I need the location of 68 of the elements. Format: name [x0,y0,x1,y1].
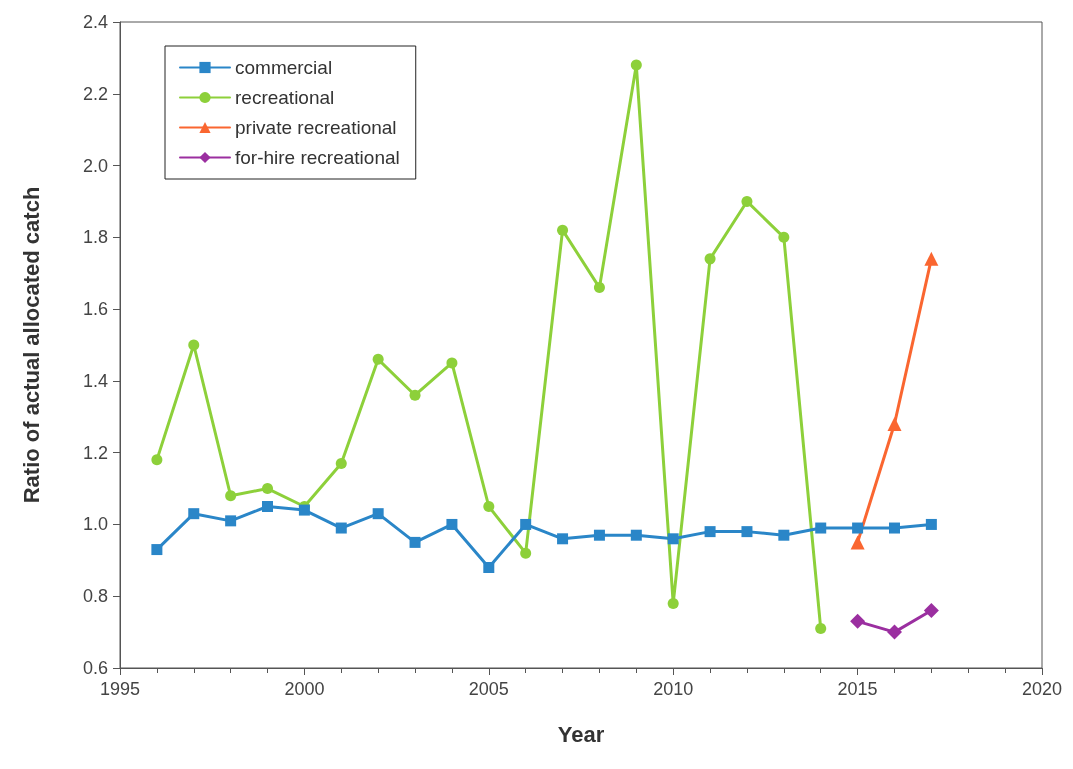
y-tick-label: 1.2 [82,442,108,463]
y-tick-label: 2.0 [82,155,108,176]
x-tick-label: 2005 [468,679,509,699]
point [151,544,163,556]
point [188,508,200,520]
point [262,483,274,495]
point [225,515,237,527]
y-tick-label: 2.4 [82,12,108,32]
point [446,357,458,369]
legend-label: private recreational [235,117,397,138]
point [409,389,421,401]
point [778,231,790,243]
x-axis-title: Year [557,721,605,747]
point [409,536,421,548]
point [298,504,310,516]
legend-label: commercial [235,57,333,78]
point [483,562,495,574]
point [372,508,384,520]
y-tick-label: 1.0 [82,514,108,535]
point [225,490,237,502]
point [924,251,939,266]
point [262,501,274,512]
x-tick-label: 2020 [1021,679,1063,699]
point [741,195,753,207]
point [850,613,866,629]
legend-label: for-hire recreational [235,147,400,168]
point [520,547,532,559]
point [815,623,827,635]
point [850,535,865,550]
point [335,457,347,469]
y-tick-label: 1.8 [82,227,108,248]
point [923,603,939,619]
point [704,253,716,265]
y-tick-label: 0.8 [82,586,108,607]
point [886,624,902,640]
point [630,59,642,71]
point [667,597,679,609]
point [888,522,900,534]
y-tick-label: 1.4 [82,370,108,391]
y-tick-label: 0.6 [82,658,108,678]
point [520,518,532,530]
x-tick-label: 2010 [653,679,694,699]
point [593,529,605,541]
point [483,501,495,512]
point [335,522,347,534]
point [372,353,384,365]
legend-label: recreational [235,87,335,108]
y-tick-label: 1.6 [82,299,108,320]
y-axis-title: Ratio of actual allocated catch [18,186,44,504]
point [630,529,642,541]
point [557,533,569,545]
point [741,526,753,538]
point [778,529,790,541]
x-tick-label: 1995 [99,679,141,699]
point [151,454,163,466]
x-tick-label: 2000 [284,679,325,699]
point [887,416,902,431]
point [815,522,827,534]
point [557,224,569,236]
point [593,282,605,294]
point [667,533,679,545]
point [852,522,864,534]
point [188,339,200,351]
point [446,518,458,530]
x-tick-label: 2015 [837,679,878,699]
y-tick-label: 2.2 [82,83,108,104]
point [704,526,716,538]
point [925,518,937,530]
